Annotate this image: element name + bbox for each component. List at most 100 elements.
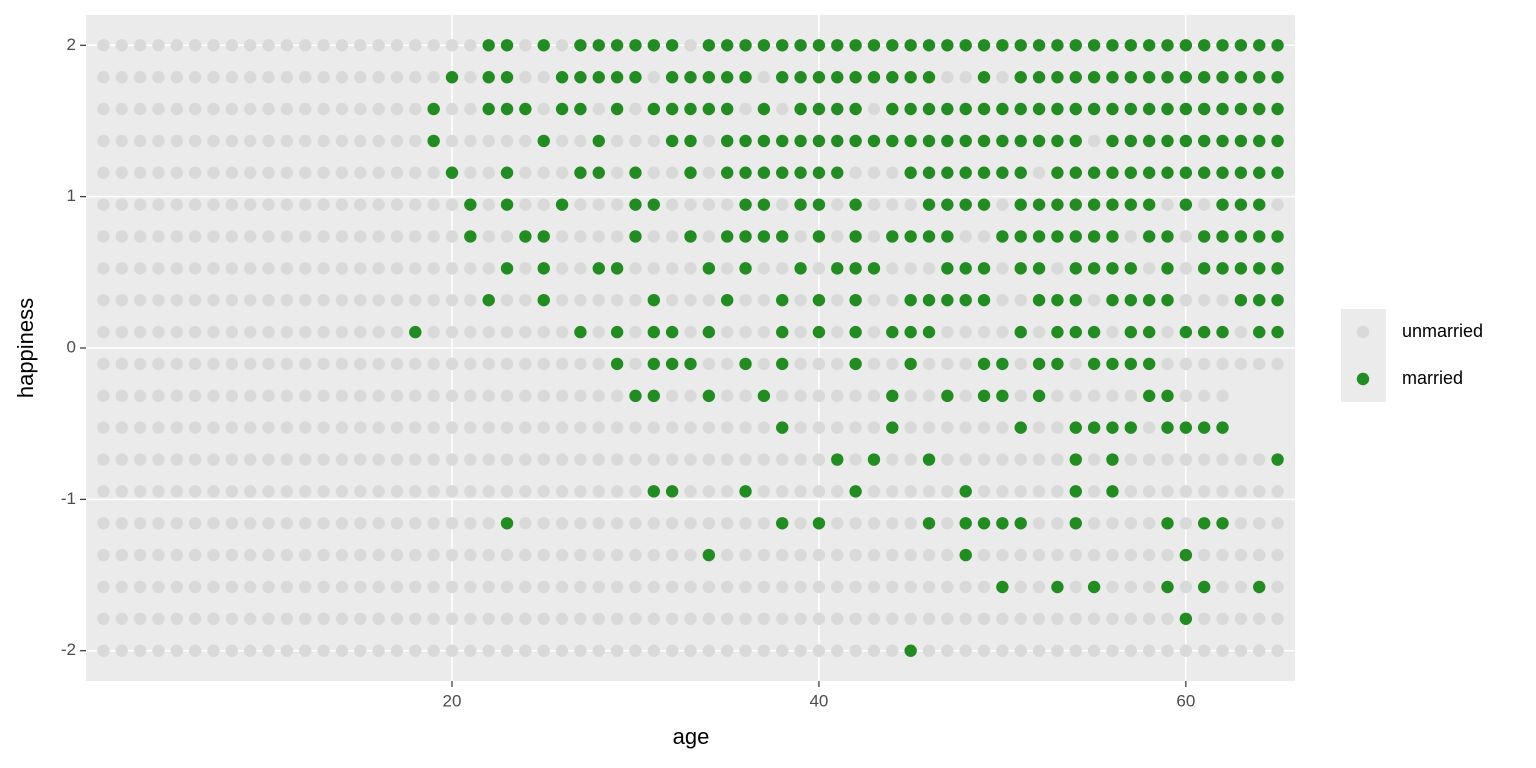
unmarried-point (776, 485, 789, 498)
unmarried-point (1197, 485, 1211, 498)
unmarried-point (335, 357, 349, 371)
unmarried-point (225, 612, 239, 625)
unmarried-point (1069, 548, 1082, 562)
unmarried-point (922, 357, 936, 371)
unmarried-point (720, 644, 734, 657)
unmarried-point (299, 134, 312, 148)
married-point (702, 548, 716, 562)
unmarried-point (152, 421, 165, 434)
unmarried-point (574, 485, 587, 498)
married-point (739, 71, 752, 84)
unmarried-point (537, 644, 550, 657)
unmarried-point (390, 612, 404, 625)
unmarried-point (280, 485, 294, 498)
unmarried-point (1106, 325, 1119, 339)
unmarried-point (684, 293, 697, 307)
unmarried-point (592, 293, 605, 307)
unmarried-point (592, 453, 605, 466)
unmarried-point (317, 644, 330, 657)
unmarried-point (665, 262, 679, 275)
y-tick-label: -1 (61, 489, 76, 508)
unmarried-point (702, 485, 716, 498)
unmarried-point (354, 39, 367, 52)
married-point (867, 71, 881, 84)
unmarried-point (317, 102, 330, 116)
unmarried-point (610, 485, 624, 498)
unmarried-point (1271, 612, 1284, 625)
married-point (1271, 293, 1284, 307)
married-point (1253, 39, 1266, 52)
unmarried-point (592, 548, 605, 562)
married-point (1161, 102, 1174, 116)
married-point (757, 102, 771, 116)
married-point (1014, 39, 1027, 52)
unmarried-point (133, 612, 147, 625)
married-point (720, 71, 734, 84)
unmarried-point (170, 612, 184, 625)
married-point (427, 102, 440, 116)
unmarried-point (941, 644, 954, 657)
married-point (1161, 230, 1174, 243)
unmarried-point (519, 580, 532, 594)
unmarried-point (243, 453, 257, 466)
unmarried-point (409, 198, 422, 211)
unmarried-point (812, 548, 826, 562)
unmarried-point (482, 580, 495, 594)
unmarried-point (409, 644, 422, 657)
unmarried-point (1216, 389, 1229, 403)
married-point (482, 102, 495, 116)
married-point (629, 39, 642, 52)
unmarried-point (702, 134, 716, 148)
married-point (720, 102, 734, 116)
unmarried-point (665, 644, 679, 657)
unmarried-point (207, 517, 220, 530)
unmarried-point (97, 39, 110, 52)
married-point (1124, 166, 1138, 179)
unmarried-point (941, 71, 954, 84)
unmarried-point (629, 357, 642, 371)
unmarried-point (776, 453, 789, 466)
unmarried-point (409, 230, 422, 243)
married-point (776, 230, 789, 243)
unmarried-point (372, 485, 385, 498)
married-point (702, 325, 716, 339)
unmarried-point (1087, 453, 1101, 466)
married-point (794, 198, 807, 211)
unmarried-point (133, 198, 147, 211)
unmarried-point (757, 453, 771, 466)
married-point (1253, 134, 1266, 148)
unmarried-point (133, 39, 147, 52)
unmarried-point (720, 580, 734, 594)
unmarried-point (702, 580, 716, 594)
married-point (1032, 102, 1046, 116)
x-tick-label: 20 (443, 691, 462, 710)
unmarried-point (720, 389, 734, 403)
unmarried-point (1179, 357, 1193, 371)
married-point (1014, 421, 1027, 434)
unmarried-point (684, 453, 697, 466)
unmarried-point (739, 580, 752, 594)
married-point (1216, 71, 1229, 84)
unmarried-point (280, 71, 294, 84)
unmarried-point (665, 612, 679, 625)
married-point (647, 325, 661, 339)
unmarried-point (317, 230, 330, 243)
married-point (1069, 166, 1082, 179)
married-point (794, 102, 807, 116)
unmarried-point (941, 357, 954, 371)
unmarried-point (702, 198, 716, 211)
unmarried-point (592, 389, 605, 403)
unmarried-point (445, 293, 459, 307)
married-point (1106, 421, 1119, 434)
unmarried-point (739, 548, 752, 562)
married-point (1106, 102, 1119, 116)
unmarried-point (1234, 485, 1248, 498)
unmarried-point (317, 325, 330, 339)
unmarried-point (996, 293, 1009, 307)
married-point (500, 71, 514, 84)
unmarried-point (886, 612, 899, 625)
unmarried-point (482, 357, 495, 371)
unmarried-point (225, 71, 239, 84)
married-point (720, 230, 734, 243)
unmarried-point (445, 421, 459, 434)
